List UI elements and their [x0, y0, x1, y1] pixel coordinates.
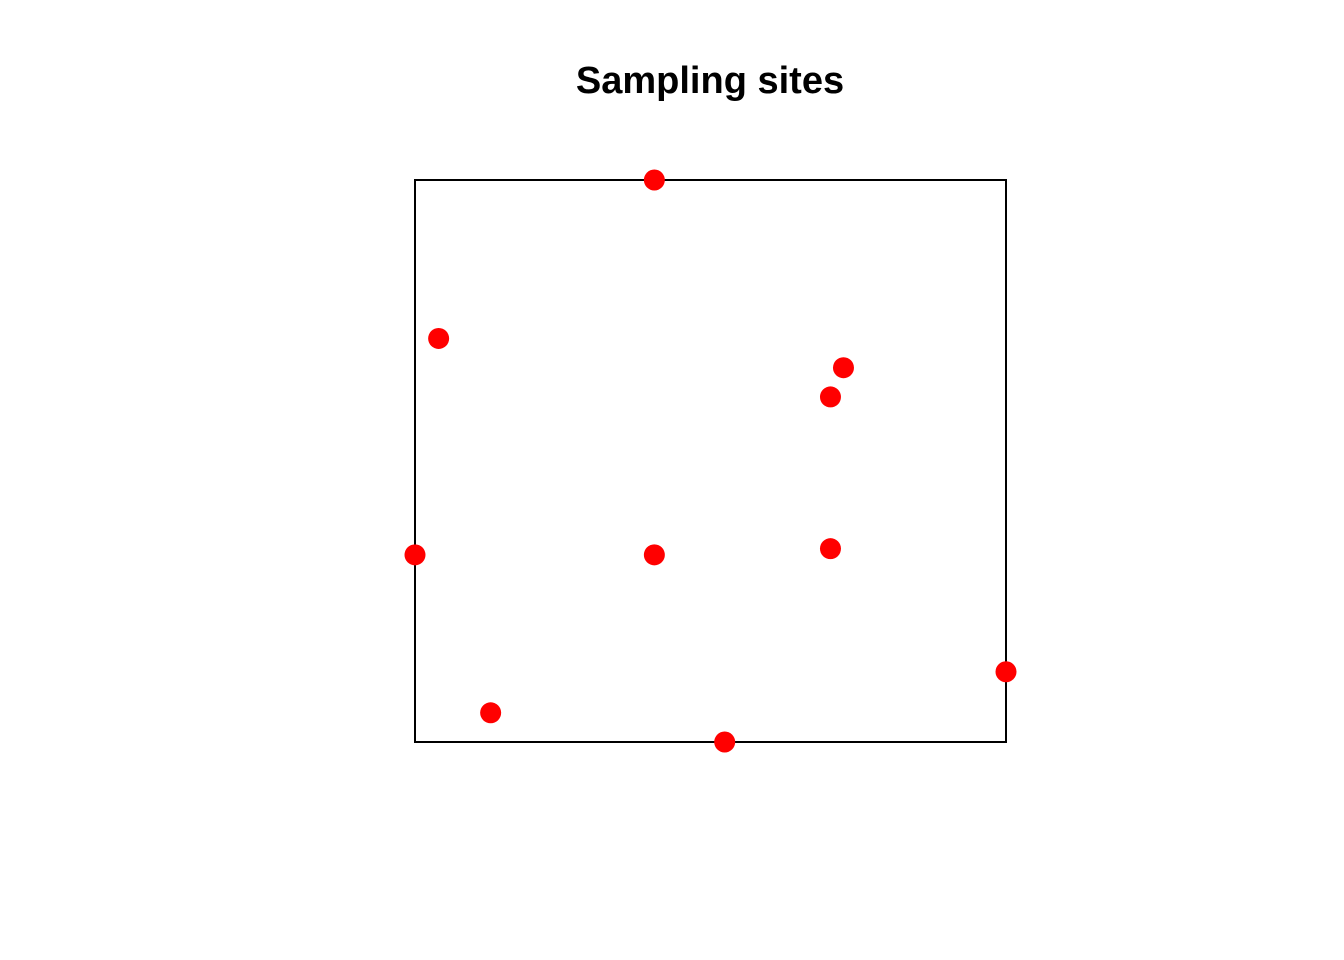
- chart-title: Sampling sites: [576, 60, 844, 102]
- sampling-site-point-1: [643, 169, 665, 191]
- sampling-site-point-2: [428, 327, 450, 349]
- sampling-site-point-9: [480, 702, 502, 724]
- sampling-site-point-10: [714, 731, 736, 753]
- sampling-site-point-7: [819, 538, 841, 560]
- sampling-site-point-3: [832, 357, 854, 379]
- sampling-site-points: [404, 169, 1017, 753]
- sampling-site-point-4: [819, 386, 841, 408]
- sampling-site-point-8: [995, 661, 1017, 683]
- observation-window-frame: [414, 179, 1007, 743]
- sampling-site-point-5: [404, 544, 426, 566]
- sampling-site-point-6: [643, 544, 665, 566]
